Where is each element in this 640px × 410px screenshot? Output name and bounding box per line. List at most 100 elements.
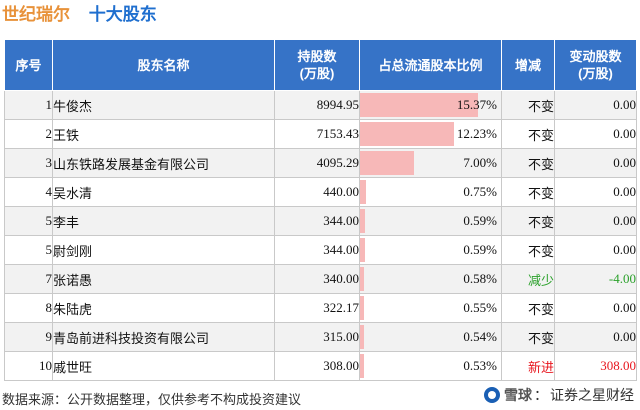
cell-rank: 8 (4, 293, 53, 323)
cell-shareholder-name: 王铁 (52, 119, 275, 149)
ratio-value: 0.59% (463, 242, 497, 257)
cell-change: 不变 (501, 90, 555, 120)
cell-delta: 0.00 (554, 177, 637, 207)
table-header-row: 序号 股东名称 持股数 (万股) 占总流通股本比例 增减 变动股数 (万股) (4, 39, 637, 91)
cell-ratio: 15.37% (359, 90, 502, 120)
cell-delta: 0.00 (554, 235, 637, 265)
cell-delta: 0.00 (554, 322, 637, 352)
cell-change: 不变 (501, 119, 555, 149)
cell-shares: 4095.29 (274, 148, 360, 178)
cell-delta: 308.00 (554, 351, 637, 381)
cell-shareholder-name: 牛俊杰 (52, 90, 275, 120)
table-row: 1 牛俊杰 8994.95 15.37% 不变 0.00 (4, 90, 637, 120)
table-row: 8 朱陆虎 322.17 0.55% 不变 0.00 (4, 293, 637, 323)
section-title: 十大股东 (88, 5, 157, 24)
brand-separator: ： (534, 387, 548, 403)
cell-delta: 0.00 (554, 293, 637, 323)
top-shareholders-table: 序号 股东名称 持股数 (万股) 占总流通股本比例 增减 变动股数 (万股) 1 牛俊… (4, 39, 637, 381)
cell-shareholder-name: 青岛前进科技投资有限公司 (52, 322, 275, 352)
cell-ratio: 0.53% (359, 351, 502, 381)
ratio-value: 12.23% (456, 126, 497, 141)
cell-shareholder-name: 朱陆虎 (52, 293, 275, 323)
ratio-value: 0.53% (463, 358, 497, 373)
cell-ratio: 0.75% (359, 177, 502, 207)
ratio-value: 15.37% (456, 97, 497, 112)
table-row: 3 山东铁路发展基金有限公司 4095.29 7.00% 不变 0.00 (4, 148, 637, 178)
col-header-delta-line2: (万股) (578, 66, 613, 81)
cell-delta: 0.00 (554, 119, 637, 149)
col-header-shares-line2: (万股) (299, 66, 335, 81)
cell-shares: 340.00 (274, 264, 360, 294)
cell-change: 不变 (501, 293, 555, 323)
col-header-rank: 序号 (4, 39, 53, 91)
ratio-value: 0.58% (463, 271, 497, 286)
cell-shares: 344.00 (274, 235, 360, 265)
cell-shareholder-name: 尉剑刚 (52, 235, 275, 265)
cell-change: 新进 (501, 351, 555, 381)
cell-change: 减少 (501, 264, 555, 294)
col-header-shares-line1: 持股数 (297, 49, 337, 64)
table-row: 7 张诺愚 340.00 0.58% 减少 -4.00 (4, 264, 637, 294)
ratio-bar (360, 209, 365, 233)
ratio-value: 0.54% (463, 329, 497, 344)
ratio-value: 0.59% (463, 213, 497, 228)
brand-account-name: 证券之星财经 (550, 387, 634, 403)
cell-shareholder-name: 山东铁路发展基金有限公司 (52, 148, 275, 178)
cell-rank: 3 (4, 148, 53, 178)
ratio-bar (360, 267, 365, 291)
cell-ratio: 0.55% (359, 293, 502, 323)
cell-rank: 4 (4, 177, 53, 207)
ratio-bar (360, 296, 365, 320)
cell-shareholder-name: 戚世旺 (52, 351, 275, 381)
table-row: 5 尉剑刚 344.00 0.59% 不变 0.00 (4, 235, 637, 265)
ratio-bar (360, 180, 366, 204)
col-header-delta: 变动股数 (万股) (554, 39, 637, 91)
ratio-bar (360, 93, 478, 117)
cell-change: 不变 (501, 206, 555, 236)
cell-rank: 10 (4, 351, 53, 381)
ratio-value: 0.75% (463, 184, 497, 199)
cell-delta: 0.00 (554, 148, 637, 178)
ratio-value: 0.55% (463, 300, 497, 315)
ratio-value: 7.00% (463, 155, 497, 170)
cell-ratio: 0.59% (359, 206, 502, 236)
cell-shares: 7153.43 (274, 119, 360, 149)
cell-shares: 322.17 (274, 293, 360, 323)
cell-shares: 344.00 (274, 206, 360, 236)
table-row: 4 吴水清 440.00 0.75% 不变 0.00 (4, 177, 637, 207)
cell-delta: -4.00 (554, 264, 637, 294)
cell-rank: 7 (4, 264, 53, 294)
cell-rank: 2 (4, 119, 53, 149)
table-row: 2 王铁 7153.43 12.23% 不变 0.00 (4, 119, 637, 149)
cell-change: 不变 (501, 235, 555, 265)
cell-ratio: 12.23% (359, 119, 502, 149)
snowball-logo-icon (484, 387, 500, 403)
cell-ratio: 0.59% (359, 235, 502, 265)
data-source-note: 数据来源：公开数据整理，仅供参考不构成投资建议 (2, 392, 302, 407)
cell-shares: 308.00 (274, 351, 360, 381)
cell-change: 不变 (501, 148, 555, 178)
cell-rank: 9 (4, 322, 53, 352)
table-row: 10 戚世旺 308.00 0.53% 新进 308.00 (4, 351, 637, 381)
company-name: 世纪瑞尔 (2, 5, 70, 24)
cell-change: 不变 (501, 322, 555, 352)
cell-ratio: 7.00% (359, 148, 502, 178)
cell-shareholder-name: 张诺愚 (52, 264, 275, 294)
ratio-bar (360, 122, 454, 146)
page-title: 世纪瑞尔 十大股东 (2, 2, 157, 32)
cell-shares: 440.00 (274, 177, 360, 207)
col-header-ratio: 占总流通股本比例 (359, 39, 502, 91)
cell-shareholder-name: 李丰 (52, 206, 275, 236)
col-header-change: 增减 (501, 39, 555, 91)
cell-shares: 8994.95 (274, 90, 360, 120)
ratio-bar (360, 238, 365, 262)
cell-rank: 5 (4, 206, 53, 236)
cell-rank: 5 (4, 235, 53, 265)
cell-delta: 0.00 (554, 90, 637, 120)
cell-ratio: 0.54% (359, 322, 502, 352)
table-row: 9 青岛前进科技投资有限公司 315.00 0.54% 不变 0.00 (4, 322, 637, 352)
cell-shareholder-name: 吴水清 (52, 177, 275, 207)
cell-rank: 1 (4, 90, 53, 120)
cell-ratio: 0.58% (359, 264, 502, 294)
cell-delta: 0.00 (554, 206, 637, 236)
